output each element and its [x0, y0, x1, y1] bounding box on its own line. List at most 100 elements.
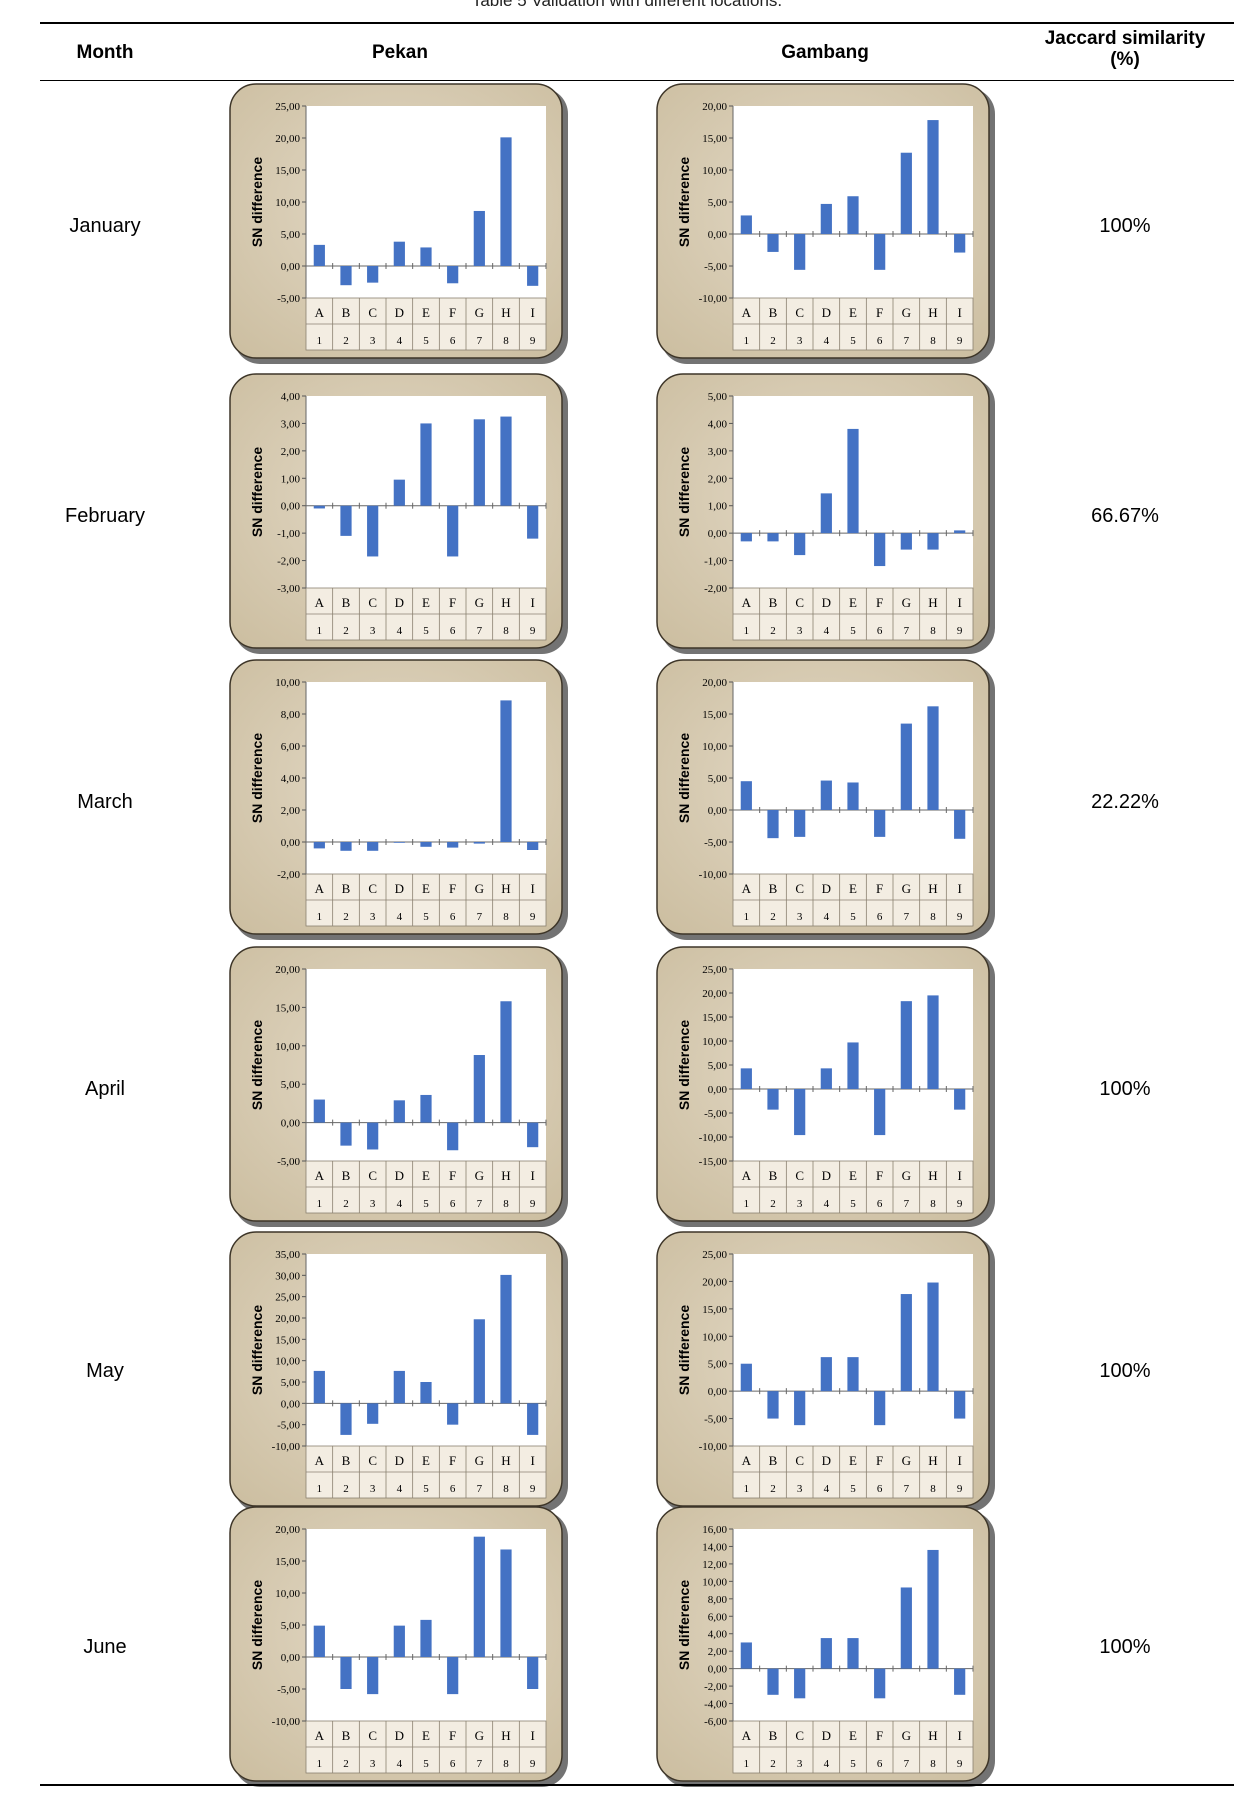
bar-b: [340, 1657, 352, 1689]
y-tick-label: 5,00: [708, 1060, 728, 1072]
category-label: A: [742, 595, 752, 610]
bar-a: [740, 215, 752, 234]
bar-d: [393, 842, 405, 843]
month-cell: February: [64, 505, 146, 527]
header-month: Month: [76, 42, 134, 63]
y-tick-label: -2,00: [704, 1681, 727, 1693]
category-label: F: [876, 1453, 883, 1468]
category-label: F: [876, 881, 883, 896]
bar-f: [447, 1122, 459, 1151]
bar-c: [794, 810, 806, 837]
bar-e: [420, 1094, 432, 1123]
y-tick-label: 0,00: [281, 261, 301, 273]
category-label: B: [769, 305, 778, 320]
y-tick-label: 5,00: [708, 1359, 728, 1371]
y-tick-label: 0,00: [708, 805, 728, 817]
category-label: I: [957, 305, 961, 320]
y-tick-label: 20,00: [702, 1276, 727, 1288]
category-number: 3: [370, 1758, 376, 1770]
y-axis-label: SN difference: [676, 1020, 692, 1110]
category-label: F: [449, 1728, 456, 1743]
category-label: I: [957, 595, 961, 610]
y-tick-label: -5,00: [277, 1156, 300, 1168]
category-number: 3: [797, 625, 803, 637]
month-cell: January: [69, 215, 141, 237]
category-number: 9: [957, 335, 963, 347]
category-label: G: [475, 1728, 484, 1743]
bar-f: [447, 1657, 459, 1695]
bar-b: [340, 1403, 352, 1435]
bar-d: [393, 1100, 405, 1123]
y-tick-label: 8,00: [708, 1594, 728, 1606]
bar-h: [500, 1549, 512, 1657]
bar-d: [393, 241, 405, 266]
category-number: 1: [317, 911, 323, 923]
category-number: 2: [770, 1198, 776, 1210]
bar-i: [954, 1089, 966, 1110]
category-label: I: [530, 881, 534, 896]
bar-h: [500, 416, 512, 506]
category-label: E: [849, 881, 857, 896]
y-tick-label: -4,00: [704, 1699, 727, 1711]
category-label: H: [501, 1728, 510, 1743]
bar-a: [740, 781, 752, 810]
category-number: 2: [343, 1198, 349, 1210]
category-number: 3: [370, 1483, 376, 1495]
jaccard-cell: 100%: [1099, 1078, 1151, 1100]
category-number: 2: [770, 911, 776, 923]
category-label: D: [822, 305, 831, 320]
bar-g: [900, 1587, 912, 1669]
category-number: 6: [450, 335, 456, 347]
category-number: 9: [530, 625, 536, 637]
bar-b: [340, 505, 352, 536]
jaccard-cell: 100%: [1099, 1360, 1151, 1382]
category-number: 7: [904, 911, 910, 923]
bar-a: [313, 244, 325, 266]
category-label: I: [530, 1453, 534, 1468]
bar-c: [367, 1122, 379, 1150]
category-number: 5: [423, 1198, 429, 1210]
category-number: 4: [824, 1198, 830, 1210]
category-number: 8: [503, 335, 509, 347]
bar-h: [927, 533, 939, 550]
header-pekan: Pekan: [372, 42, 428, 63]
category-number: 3: [797, 911, 803, 923]
bar-i: [527, 266, 539, 286]
category-number: 2: [343, 911, 349, 923]
bar-e: [420, 247, 432, 266]
category-number: 2: [770, 335, 776, 347]
y-tick-label: -10,00: [699, 869, 728, 881]
bar-e: [420, 842, 432, 847]
category-number: 9: [957, 911, 963, 923]
y-axis-label: SN difference: [676, 1580, 692, 1670]
category-number: 4: [824, 335, 830, 347]
chart-svg: 16,00 14,00 12,00 10,00 8,00 6,00 4,00 2,00 0,00…: [656, 1506, 995, 1787]
category-number: 4: [397, 335, 403, 347]
category-label: B: [769, 1728, 778, 1743]
bar-f: [447, 842, 459, 848]
chart-svg: 20,00 15,00 10,00 5,00 0,00 -5,00 -10,00 SN dif…: [229, 1506, 568, 1787]
y-tick-label: 0,00: [281, 1652, 301, 1664]
category-label: C: [795, 881, 804, 896]
y-tick-label: -5,00: [704, 1414, 727, 1426]
y-tick-label: 2,00: [708, 473, 728, 485]
chart-svg: 25,00 20,00 15,00 10,00 5,00 0,00 -5,00 SN diff…: [229, 83, 568, 364]
bar-i: [954, 810, 966, 839]
y-tick-label: -10,00: [272, 1441, 301, 1453]
y-tick-label: 2,00: [281, 446, 301, 458]
category-label: E: [422, 595, 430, 610]
bar-i: [954, 530, 966, 534]
bar-h: [500, 1274, 512, 1404]
month-cell: March: [77, 791, 133, 813]
category-label: H: [501, 1168, 510, 1183]
y-tick-label: 10,00: [275, 677, 300, 689]
category-label: F: [449, 305, 456, 320]
y-tick-label: 20,00: [275, 1524, 300, 1536]
category-label: E: [422, 1453, 430, 1468]
category-label: D: [822, 1168, 831, 1183]
bar-e: [847, 428, 859, 534]
category-label: H: [928, 595, 937, 610]
category-label: G: [475, 305, 484, 320]
category-label: D: [395, 1728, 404, 1743]
category-label: C: [368, 1453, 377, 1468]
